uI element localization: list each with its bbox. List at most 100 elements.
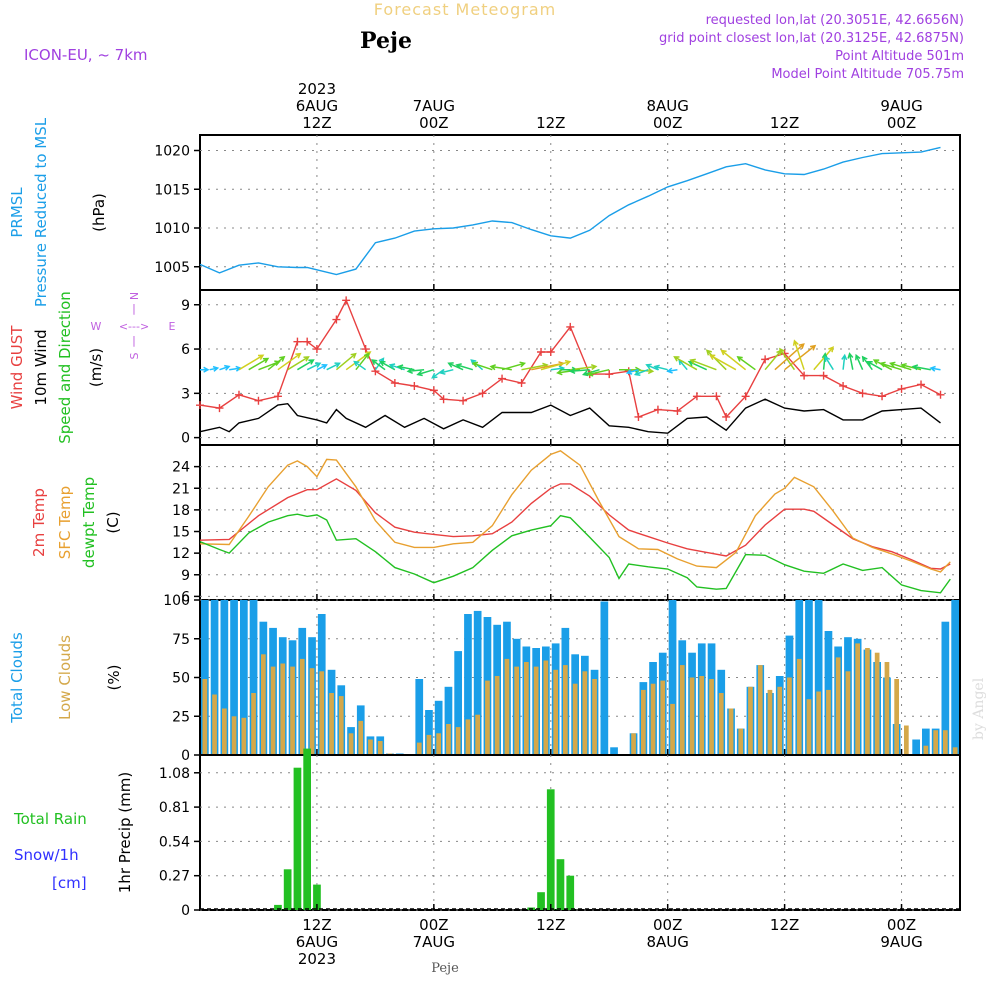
wind-ytick-label: 9 xyxy=(181,298,190,314)
total-cloud-bar xyxy=(922,728,930,755)
gust-point xyxy=(800,371,809,380)
precipitation-ytick-label: 0 xyxy=(181,903,190,919)
low-cloud-bar xyxy=(504,658,510,755)
total-cloud-bar xyxy=(210,600,219,755)
gust-point xyxy=(605,370,614,379)
compass-s: S xyxy=(128,352,141,359)
rain-bar xyxy=(303,748,311,910)
low-cloud-bar xyxy=(231,716,237,756)
pressure-ytick-label: 1015 xyxy=(154,182,190,198)
wind-arrow xyxy=(335,352,357,371)
top-time-label: 12Z xyxy=(536,114,565,132)
wind-arrow xyxy=(326,362,341,371)
gust-point xyxy=(196,401,204,410)
precipitation-panel: 0 0.27 0.54 0.81 1.08 1hr Precip (mm) Total Ra… xyxy=(13,748,961,919)
wind-arrow xyxy=(316,363,328,371)
wind-arrow xyxy=(209,365,220,372)
clouds-ytick-label: 0 xyxy=(181,748,190,764)
bottom-time-label: 00Z xyxy=(419,916,448,934)
wind-arrow xyxy=(841,353,848,370)
low-cloud-bar xyxy=(368,739,373,755)
low-cloud-bar xyxy=(689,677,695,755)
gust-point xyxy=(537,348,546,356)
low-cloud-bar xyxy=(826,689,831,755)
precip-left-label: Snow/1h xyxy=(14,846,79,864)
low-cloud-bar xyxy=(241,717,247,755)
wind-arrow xyxy=(489,364,512,371)
bottom-time-label: 12Z xyxy=(302,916,331,934)
wind-arrow xyxy=(666,367,678,374)
total-cloud-bar xyxy=(425,710,433,755)
wind-arrow xyxy=(911,364,931,371)
gust-point xyxy=(936,390,945,399)
gust-point xyxy=(390,379,399,387)
temperature-ytick-label: 6 xyxy=(181,589,190,605)
gust-point xyxy=(819,371,828,380)
gust-point xyxy=(273,392,282,401)
total-cloud-bar xyxy=(814,600,823,755)
wind-arrow xyxy=(720,349,747,371)
wind-arrow xyxy=(779,347,796,371)
total-cloud-bar xyxy=(454,651,462,755)
temperature-ytick-label: 15 xyxy=(172,525,190,541)
wind-arrow xyxy=(353,360,367,371)
wind-arrow xyxy=(406,367,425,374)
gust-point xyxy=(712,392,721,401)
wind-arrow xyxy=(355,352,370,371)
bottom-time-label: 6AUG xyxy=(296,933,338,951)
wind-arrow xyxy=(416,368,435,377)
gust-point xyxy=(858,389,867,398)
low-cloud-bar xyxy=(358,720,364,755)
low-cloud-bar xyxy=(572,683,578,755)
low-cloud-bar xyxy=(816,691,821,755)
rain-bar xyxy=(546,789,555,910)
low-cloud-bar xyxy=(777,686,783,755)
gust-point xyxy=(410,381,419,390)
low-cloud-bar xyxy=(738,728,744,755)
temperature-ylabel: dewpt Temp xyxy=(80,477,98,568)
rain-bar xyxy=(293,767,302,910)
gust-point xyxy=(215,404,224,413)
top-time-label: 12Z xyxy=(770,114,799,132)
rain-bar xyxy=(274,904,282,910)
gust-point xyxy=(839,381,848,390)
total-cloud-bar xyxy=(951,600,959,755)
model-altitude: Model Point Altitude 705.75m xyxy=(771,67,964,82)
total-cloud-bar xyxy=(464,614,472,755)
wind-arrow xyxy=(438,368,454,375)
low-cloud-bar xyxy=(933,730,938,755)
wind-arrow xyxy=(447,362,464,371)
gust-point xyxy=(234,390,243,399)
rain-bar xyxy=(566,875,575,910)
gust-point xyxy=(361,345,370,354)
total-cloud-bar xyxy=(230,600,238,755)
clouds-ylabel: Low Clouds xyxy=(56,635,74,720)
low-cloud-bar xyxy=(553,669,558,756)
precipitation-ytick-label: 0.27 xyxy=(159,869,190,885)
rain-bar xyxy=(556,859,565,910)
low-cloud-bar xyxy=(923,745,929,755)
gust-point xyxy=(312,345,321,354)
temperature-series-line xyxy=(199,478,951,570)
wind-arrow xyxy=(287,356,310,371)
low-cloud-bar xyxy=(290,666,295,755)
bottom-time-label: 12Z xyxy=(770,916,799,934)
gust-point xyxy=(498,374,507,383)
top-time-label: 00Z xyxy=(653,114,682,132)
wind-arrow xyxy=(824,355,834,371)
wind-series-line xyxy=(199,398,941,434)
wind-arrow xyxy=(879,361,902,371)
low-cloud-bar xyxy=(251,693,256,755)
wind-arrow xyxy=(689,358,717,371)
low-cloud-bar xyxy=(329,693,334,755)
wind-ylabel: Wind GUST xyxy=(8,325,26,410)
clouds-ytick-label: 25 xyxy=(172,709,190,725)
gust-point xyxy=(741,392,750,401)
gust-point xyxy=(332,315,341,324)
wind-frame xyxy=(199,289,961,446)
low-cloud-bar xyxy=(563,665,568,755)
total-cloud-bar xyxy=(249,600,258,755)
low-cloud-bar xyxy=(377,741,383,755)
